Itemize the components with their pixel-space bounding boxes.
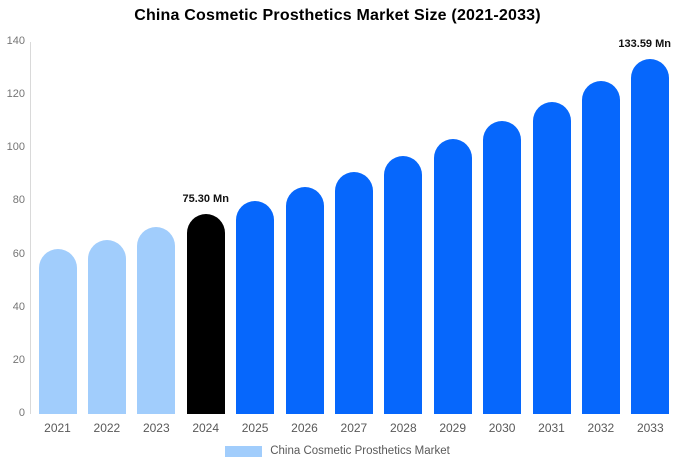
bar-2030 bbox=[483, 120, 522, 414]
bar-2022 bbox=[87, 239, 126, 414]
y-tick-label-20: 20 bbox=[12, 353, 25, 366]
x-tick-label-2021: 2021 bbox=[44, 421, 71, 435]
bar-2031 bbox=[532, 101, 571, 414]
y-axis-line bbox=[30, 42, 31, 414]
bar-2023 bbox=[137, 227, 176, 414]
bar-2021 bbox=[38, 249, 77, 414]
x-tick-label-2033: 2033 bbox=[636, 421, 664, 435]
legend: China Cosmetic Prosthetics Market bbox=[0, 445, 675, 457]
x-tick-label-2024: 2024 bbox=[192, 421, 220, 435]
y-tick-label-80: 80 bbox=[12, 194, 25, 207]
legend-label: China Cosmetic Prosthetics Market bbox=[270, 445, 450, 457]
data-label-2033: 133.59 Mn bbox=[618, 38, 671, 51]
chart-title: China Cosmetic Prosthetics Market Size (… bbox=[134, 7, 541, 24]
x-tick-label-2028: 2028 bbox=[389, 421, 417, 435]
bar-2026 bbox=[285, 186, 324, 414]
y-tick-label-140: 140 bbox=[6, 35, 25, 47]
y-tick-label-40: 40 bbox=[12, 300, 25, 313]
x-tick-label-2026: 2026 bbox=[291, 421, 318, 435]
bar-2029 bbox=[433, 138, 472, 414]
x-tick-label-2029: 2029 bbox=[439, 421, 467, 435]
bar-2025 bbox=[236, 200, 275, 414]
y-tick-label-60: 60 bbox=[12, 247, 25, 260]
x-tick-label-2023: 2023 bbox=[142, 421, 170, 435]
bar-2027 bbox=[334, 171, 373, 414]
bar-2033 bbox=[631, 59, 670, 414]
x-tick-label-2025: 2025 bbox=[241, 421, 269, 435]
data-label-2024: 75.30 Mn bbox=[182, 192, 229, 205]
legend-swatch bbox=[225, 445, 263, 457]
x-tick-label-2030: 2030 bbox=[488, 421, 516, 435]
y-tick-label-0: 0 bbox=[18, 407, 25, 419]
y-tick-label-120: 120 bbox=[6, 88, 25, 101]
bar-2028 bbox=[384, 155, 423, 414]
x-tick-label-2022: 2022 bbox=[93, 421, 121, 435]
x-tick-label-2031: 2031 bbox=[538, 421, 565, 435]
bar-2032 bbox=[581, 81, 620, 414]
bar-2024 bbox=[186, 213, 225, 414]
x-tick-label-2027: 2027 bbox=[340, 421, 368, 435]
x-tick-label-2032: 2032 bbox=[587, 421, 615, 435]
y-tick-label-100: 100 bbox=[6, 141, 25, 154]
